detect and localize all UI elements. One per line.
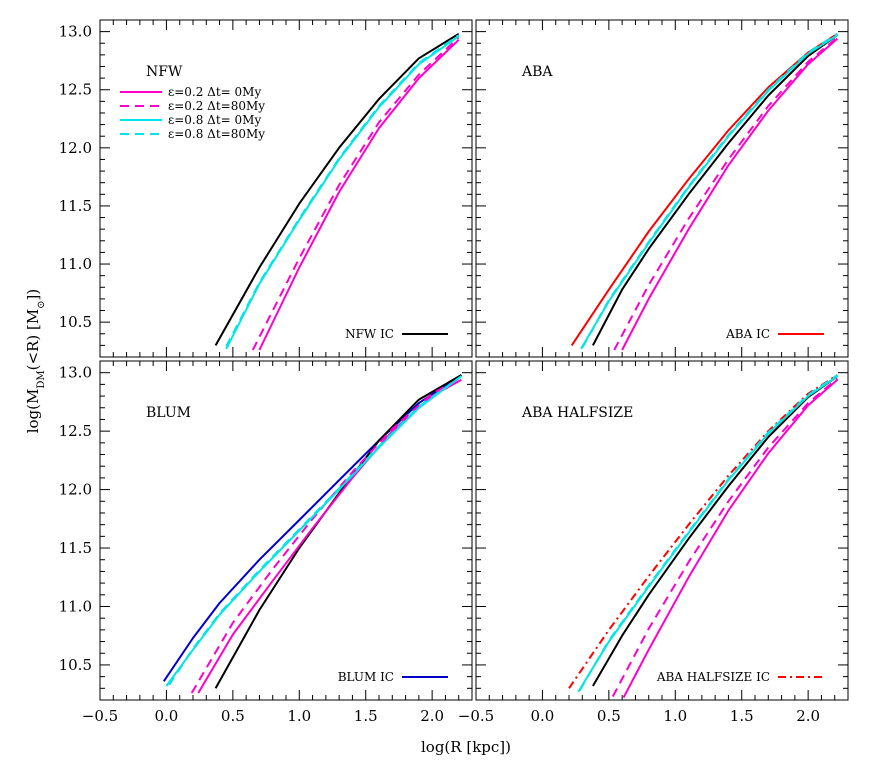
legend-entry: ε=0.2 Δt=80My: [168, 99, 265, 113]
series-line: [165, 375, 462, 687]
y-tick-label: 10.5: [59, 313, 92, 331]
y-axis-title: log(MDM(<R) [M⊙]): [24, 289, 47, 434]
series-line: [578, 374, 838, 692]
series-line: [568, 374, 838, 689]
series-line: [621, 37, 839, 351]
y-tick-label: 11.5: [59, 539, 92, 557]
y-tick-label: 13.0: [59, 23, 92, 41]
series-line: [197, 378, 462, 694]
x-tick-label: 0.5: [221, 707, 245, 725]
series-line: [225, 35, 460, 350]
ic-label: NFW IC: [345, 327, 394, 341]
series-line: [580, 34, 838, 350]
series-line: [225, 34, 460, 347]
legend-entry: ε=0.2 Δt= 0My: [168, 85, 261, 99]
series-line: [258, 39, 460, 351]
series-line: [190, 376, 462, 694]
x-tick-label: 1.0: [663, 707, 687, 725]
y-tick-label: 11.0: [59, 255, 92, 273]
panel-aba: ABA ABA IC: [475, 19, 849, 358]
ic-label: ABA IC: [725, 327, 770, 341]
y-tick-label: 13.0: [59, 364, 92, 382]
legend-entry: ε=0.8 Δt= 0My: [168, 113, 261, 127]
series-line: [592, 34, 838, 346]
series-line: [611, 377, 839, 697]
y-tick-label: 12.0: [59, 481, 92, 499]
x-tick-label: 0.0: [154, 707, 178, 725]
x-tick-label: 0.0: [530, 707, 554, 725]
series-line: [214, 374, 462, 689]
x-tick-label: −0.5: [82, 707, 118, 725]
x-tick-label: 0.5: [597, 707, 621, 725]
panel-title: ABA HALFSIZE: [521, 405, 633, 421]
series-line: [162, 374, 462, 682]
series-line: [581, 33, 838, 349]
x-tick-label: 2.0: [796, 707, 820, 725]
series-line: [251, 36, 460, 351]
series-line: [214, 33, 460, 346]
x-tick-label: 1.0: [287, 707, 311, 725]
panel-title: NFW: [146, 64, 183, 80]
ic-label: ABA HALFSIZE IC: [656, 670, 770, 684]
series-line: [613, 36, 839, 351]
panel-title: ABA: [521, 64, 553, 80]
x-tick-label: 1.5: [730, 707, 754, 725]
y-tick-label: 11.5: [59, 197, 92, 215]
series-line: [168, 375, 462, 686]
y-tick-label: 10.5: [59, 656, 92, 674]
series-line: [592, 375, 838, 687]
x-tick-label: −0.5: [458, 707, 494, 725]
y-tick-label: 11.0: [59, 597, 92, 615]
x-tick-label: 2.0: [420, 707, 444, 725]
y-tick-label: 12.0: [59, 139, 92, 157]
x-tick-label: 1.5: [354, 707, 378, 725]
panel-aba-halfsize: −0.5 0.0 0.5 1.0 1.5 2.0 ABA HALFSIZE ABA HALFS…: [458, 360, 849, 725]
panels: 10.5 11.0 11.5 12.0 12.5 13.0 NFW NFW IC ε=0.2 Δ…: [59, 19, 849, 725]
x-axis-title: log(R [kpc]): [421, 738, 511, 756]
panel-blum: 10.5 11.0 11.5 12.0 12.5 13.0 −0.5 0.0 0.5 1.0 1.5…: [59, 360, 473, 725]
panel-nfw: 10.5 11.0 11.5 12.0 12.5 13.0 NFW NFW IC ε=0.2 Δ…: [59, 19, 473, 358]
series-line: [622, 378, 839, 699]
y-tick-label: 12.5: [59, 81, 92, 99]
legend-entry: ε=0.8 Δt=80My: [168, 127, 265, 141]
y-tick-label: 12.5: [59, 422, 92, 440]
panel-title: BLUM: [146, 405, 191, 421]
ic-label: BLUM IC: [338, 670, 394, 684]
